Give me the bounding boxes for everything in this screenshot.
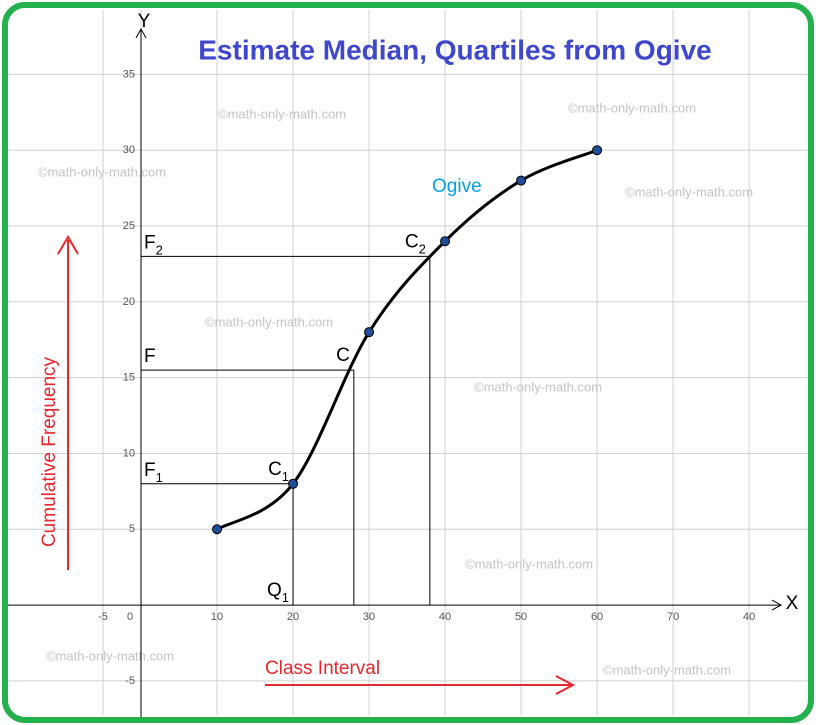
y-tick-label: 15 (123, 372, 135, 384)
point-label: C2 (405, 231, 426, 256)
point-label-main: C (336, 345, 350, 366)
x-tick-label: 30 (363, 611, 375, 623)
guide-label: F2 (144, 232, 163, 257)
x-guide-label-main: Q (267, 580, 282, 601)
x-guide-label-sub: 1 (282, 590, 289, 605)
y-tick-label: 35 (123, 68, 135, 80)
y-axis-arrow (135, 27, 147, 39)
x-tick-label: -5 (98, 611, 108, 623)
x-tick-label: 40 (439, 611, 451, 623)
y-axis-label: Cumulative Frequency (39, 356, 60, 547)
watermark: ©math-only-math.com (218, 106, 346, 121)
watermark: ©math-only-math.com (625, 184, 753, 199)
guide-label-sub: 2 (156, 242, 163, 257)
guide-label-main: F (144, 346, 156, 367)
x-axis-name: X (786, 593, 799, 614)
guide-label-main: F (144, 460, 156, 481)
watermark: ©math-only-math.com (603, 662, 731, 677)
data-point (288, 478, 299, 489)
x-tick-label: 50 (515, 611, 527, 623)
watermark: ©math-only-math.com (474, 379, 602, 394)
watermark: ©math-only-math.com (46, 648, 174, 663)
guide-label-main: F (144, 232, 156, 253)
x-arrow-head (555, 675, 576, 695)
x-guide-label: Q1 (267, 580, 289, 605)
y-tick-label: 10 (123, 447, 135, 459)
x-axis-label: Class Interval (265, 658, 380, 679)
data-point (364, 327, 375, 338)
chart-title: Estimate Median, Quartiles from Ogive (198, 34, 711, 65)
x-tick-label: 10 (211, 611, 223, 623)
watermark: ©math-only-math.com (568, 100, 696, 115)
x-axis-arrow (771, 599, 783, 611)
x-tick-label: 40 (743, 611, 755, 623)
point-label-main: C (405, 231, 419, 252)
guide-label: F1 (144, 460, 163, 485)
y-tick-label: 25 (123, 220, 135, 232)
data-point (516, 175, 527, 186)
y-axis-name: Y (138, 11, 151, 32)
data-point (212, 524, 223, 535)
y-tick-label: 30 (123, 144, 135, 156)
guide-label: F (144, 346, 156, 367)
point-label: C (336, 345, 350, 366)
y-tick-label: -5 (125, 675, 135, 687)
series-label: Ogive (432, 176, 482, 197)
point-label-main: C (268, 459, 282, 480)
x-tick-label: 60 (591, 611, 603, 623)
watermark: ©math-only-math.com (38, 164, 166, 179)
watermark: ©math-only-math.com (465, 556, 593, 571)
x-tick-label: 20 (287, 611, 299, 623)
y-tick-label: 5 (129, 523, 135, 535)
grid (8, 10, 808, 715)
guide-label-sub: 1 (156, 470, 163, 485)
y-tick-label: 20 (123, 296, 135, 308)
point-label-sub: 1 (282, 469, 289, 484)
x-tick-label: 70 (667, 611, 679, 623)
watermarks: ©math-only-math.com ©math-only-math.com … (38, 100, 753, 677)
data-point (592, 145, 603, 156)
y-arrow-head (57, 235, 79, 255)
point-label: C1 (268, 459, 289, 484)
data-point (440, 236, 451, 247)
point-label-sub: 2 (419, 241, 426, 256)
watermark: ©math-only-math.com (205, 314, 333, 329)
x-tick-label: 0 (127, 611, 133, 623)
